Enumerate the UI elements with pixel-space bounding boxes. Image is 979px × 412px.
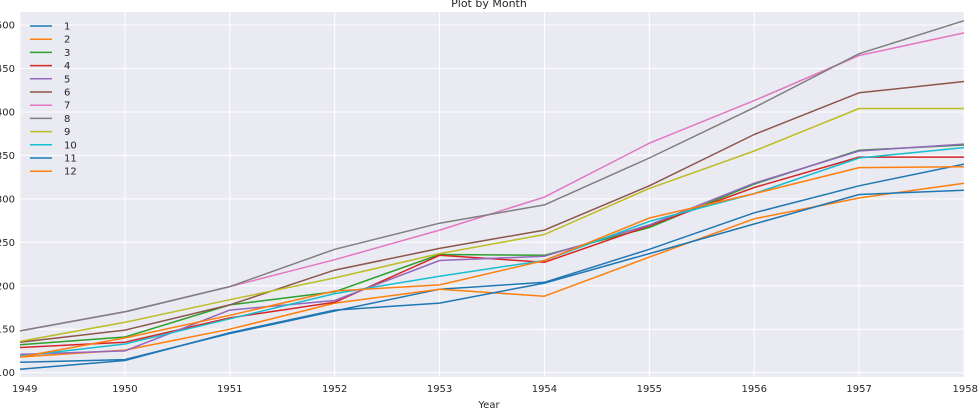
legend-label-4: 4 <box>64 61 70 72</box>
series-line-8 <box>19 19 965 332</box>
y-tick-label: 250 <box>0 238 15 249</box>
legend-label-10: 10 <box>64 140 77 151</box>
legend-label-1: 1 <box>64 22 70 33</box>
y-tick-label: 300 <box>0 194 15 205</box>
x-tick-label: 1958 <box>953 384 978 395</box>
legend-label-6: 6 <box>64 88 70 99</box>
chart-title: Plot by Month <box>451 0 527 10</box>
y-tick-label: 150 <box>0 325 15 336</box>
series-line-10 <box>19 146 965 357</box>
legend-label-5: 5 <box>64 74 70 85</box>
x-tick-label: 1953 <box>427 384 452 395</box>
y-tick-label: 200 <box>0 281 15 292</box>
x-tick-label: 1952 <box>322 384 347 395</box>
x-tick-labels: 1949 1950 1951 1952 1953 1954 1955 1956 1957 1958 <box>12 384 978 395</box>
legend-label-11: 11 <box>64 154 77 165</box>
x-tick-label: 1954 <box>532 384 557 395</box>
legend-label-2: 2 <box>64 35 70 46</box>
legend-label-3: 3 <box>64 48 70 59</box>
series-line-9 <box>19 107 964 343</box>
y-tick-label: 350 <box>0 151 15 162</box>
y-tick-label: 450 <box>0 64 15 75</box>
legend-label-9: 9 <box>64 127 70 138</box>
x-tick-label: 1950 <box>112 384 137 395</box>
y-tick-label: 100 <box>0 368 15 379</box>
x-tick-label: 1955 <box>637 384 662 395</box>
legend-label-7: 7 <box>64 101 70 112</box>
legend-label-8: 8 <box>64 114 70 125</box>
plot-area <box>20 12 964 377</box>
series-line-12 <box>19 165 965 358</box>
series-lines <box>19 19 965 370</box>
series-line-5 <box>19 143 965 356</box>
series-line-11 <box>19 189 965 370</box>
x-tick-label: 1949 <box>12 384 37 395</box>
y-tick-label: 400 <box>0 107 15 118</box>
legend-label-12: 12 <box>64 167 77 178</box>
y-tick-labels: 100 150 200 250 300 350 400 450 500 <box>0 21 15 380</box>
x-tick-label: 1951 <box>217 384 242 395</box>
series-line-6 <box>19 80 965 343</box>
x-tick-label: 1956 <box>741 384 766 395</box>
y-tick-label: 500 <box>0 21 15 32</box>
x-axis-label: Year <box>477 400 500 411</box>
x-tick-label: 1957 <box>846 384 871 395</box>
